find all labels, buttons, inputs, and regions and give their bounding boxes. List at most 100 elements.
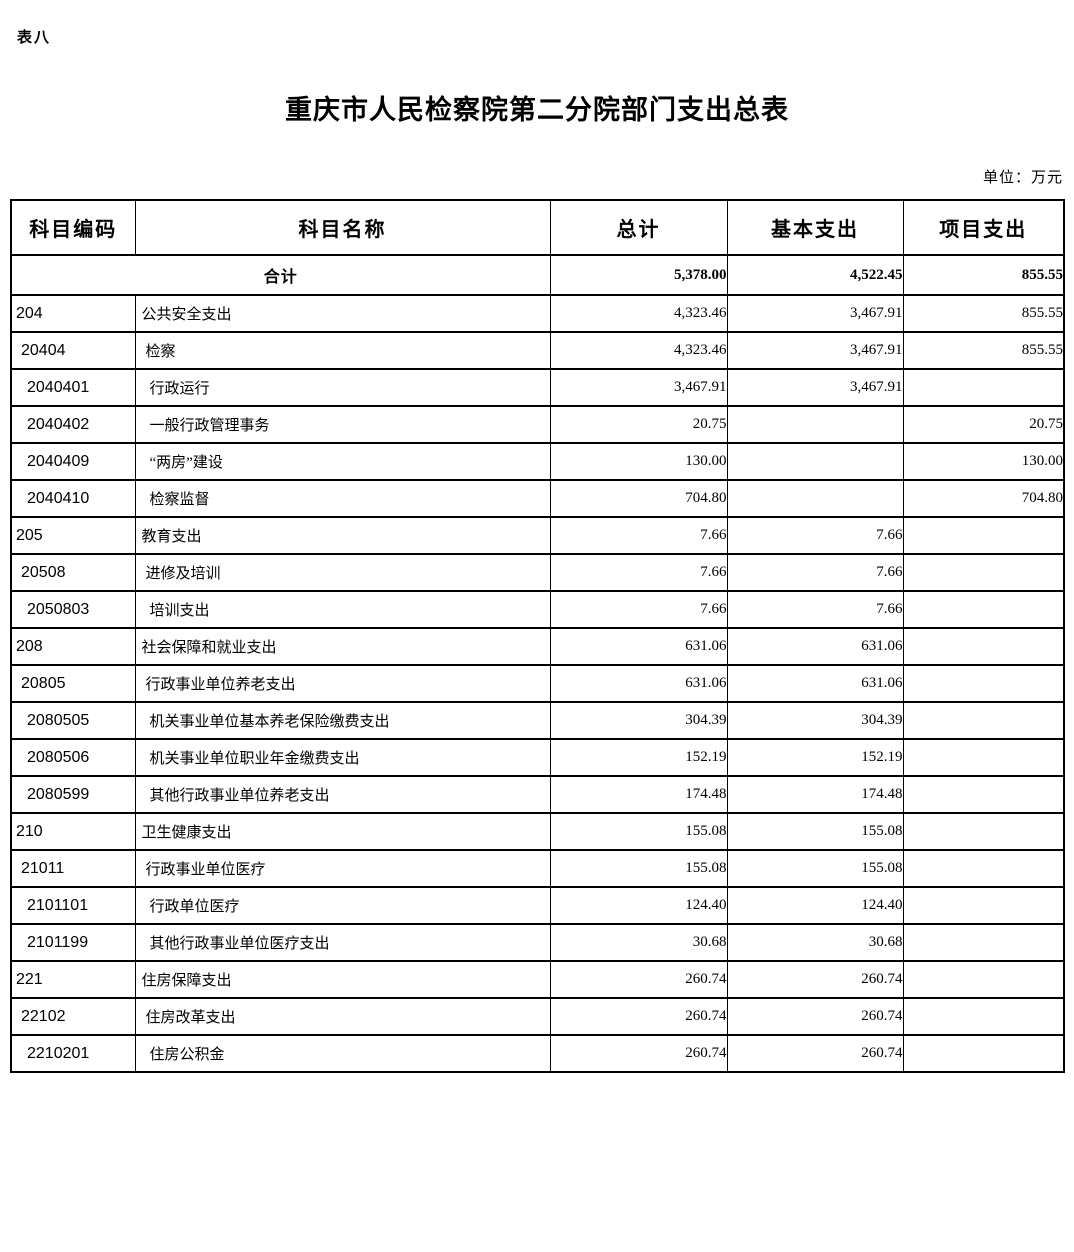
total-cell: 7.66 <box>549 590 728 629</box>
project-cell <box>902 849 1065 888</box>
basic-cell: 3,467.91 <box>726 331 904 370</box>
total-cell: 152.19 <box>549 738 728 777</box>
expenditure-table: 科目编码 科目名称 总计 基本支出 项目支出 合计 5,378.00 4,522… <box>10 199 1065 1073</box>
code-cell: 2080506 <box>10 738 136 777</box>
project-cell <box>902 1034 1065 1073</box>
project-cell: 704.80 <box>902 479 1065 518</box>
total-row-project: 855.55 <box>902 254 1065 296</box>
name-cell: 检察监督 <box>134 479 551 518</box>
basic-cell: 3,467.91 <box>726 294 904 333</box>
total-cell: 124.40 <box>549 886 728 925</box>
table-row: 210 卫生健康支出 155.08 155.08 <box>10 812 1065 851</box>
page-title: 重庆市人民检察院第二分院部门支出总表 <box>285 95 789 125</box>
basic-cell: 7.66 <box>726 590 904 629</box>
project-cell <box>902 775 1065 814</box>
total-row-total: 5,378.00 <box>549 254 728 296</box>
total-cell: 7.66 <box>549 516 728 555</box>
total-cell: 130.00 <box>549 442 728 481</box>
name-cell: 公共安全支出 <box>134 294 551 333</box>
name-cell: 教育支出 <box>134 516 551 555</box>
total-cell: 155.08 <box>549 812 728 851</box>
code-cell: 2080505 <box>10 701 136 740</box>
total-row: 合计 5,378.00 4,522.45 855.55 <box>10 254 1065 296</box>
total-cell: 7.66 <box>549 553 728 592</box>
name-cell: 其他行政事业单位医疗支出 <box>134 923 551 962</box>
name-cell: 其他行政事业单位养老支出 <box>134 775 551 814</box>
total-cell: 631.06 <box>549 664 728 703</box>
col-header-subject-code: 科目编码 <box>10 199 136 256</box>
table-row: 2101199 其他行政事业单位医疗支出 30.68 30.68 <box>10 923 1065 962</box>
code-cell: 20805 <box>10 664 136 703</box>
table-row: 20404 检察 4,323.46 3,467.91 855.55 <box>10 331 1065 370</box>
total-cell: 3,467.91 <box>549 368 728 407</box>
basic-cell: 124.40 <box>726 886 904 925</box>
table-row: 2210201 住房公积金 260.74 260.74 <box>10 1034 1065 1073</box>
basic-cell: 7.66 <box>726 553 904 592</box>
table-row: 2040401 行政运行 3,467.91 3,467.91 <box>10 368 1065 407</box>
project-cell <box>902 812 1065 851</box>
table-row: 2040409 “两房”建设 130.00 130.00 <box>10 442 1065 481</box>
total-cell: 4,323.46 <box>549 331 728 370</box>
project-cell <box>902 701 1065 740</box>
code-cell: 2040410 <box>10 479 136 518</box>
table-row: 21011 行政事业单位医疗 155.08 155.08 <box>10 849 1065 888</box>
code-cell: 2080599 <box>10 775 136 814</box>
name-cell: 住房公积金 <box>134 1034 551 1073</box>
table-row: 221 住房保障支出 260.74 260.74 <box>10 960 1065 999</box>
table-row: 20805 行政事业单位养老支出 631.06 631.06 <box>10 664 1065 703</box>
code-cell: 221 <box>10 960 136 999</box>
total-cell: 155.08 <box>549 849 728 888</box>
table-row: 2080505 机关事业单位基本养老保险缴费支出 304.39 304.39 <box>10 701 1065 740</box>
name-cell: 进修及培训 <box>134 553 551 592</box>
total-cell: 260.74 <box>549 960 728 999</box>
basic-cell: 631.06 <box>726 627 904 666</box>
basic-cell: 30.68 <box>726 923 904 962</box>
project-cell: 20.75 <box>902 405 1065 444</box>
name-cell: 检察 <box>134 331 551 370</box>
basic-cell <box>726 442 904 481</box>
table-row: 2050803 培训支出 7.66 7.66 <box>10 590 1065 629</box>
basic-cell: 3,467.91 <box>726 368 904 407</box>
basic-cell: 155.08 <box>726 849 904 888</box>
code-cell: 2050803 <box>10 590 136 629</box>
project-cell: 855.55 <box>902 294 1065 333</box>
project-cell <box>902 997 1065 1036</box>
col-header-subject-name: 科目名称 <box>134 199 551 256</box>
total-cell: 304.39 <box>549 701 728 740</box>
basic-cell: 174.48 <box>726 775 904 814</box>
name-cell: 卫生健康支出 <box>134 812 551 851</box>
name-cell: 一般行政管理事务 <box>134 405 551 444</box>
code-cell: 22102 <box>10 997 136 1036</box>
table-row: 20508 进修及培训 7.66 7.66 <box>10 553 1065 592</box>
basic-cell: 260.74 <box>726 960 904 999</box>
project-cell <box>902 664 1065 703</box>
table-row: 204 公共安全支出 4,323.46 3,467.91 855.55 <box>10 294 1065 333</box>
project-cell <box>902 368 1065 407</box>
basic-cell: 260.74 <box>726 997 904 1036</box>
name-cell: 社会保障和就业支出 <box>134 627 551 666</box>
basic-cell <box>726 405 904 444</box>
code-cell: 2040401 <box>10 368 136 407</box>
project-cell <box>902 923 1065 962</box>
total-row-label: 合计 <box>10 254 551 296</box>
total-row-basic: 4,522.45 <box>726 254 904 296</box>
table-row: 2101101 行政单位医疗 124.40 124.40 <box>10 886 1065 925</box>
code-cell: 20508 <box>10 553 136 592</box>
project-cell: 855.55 <box>902 331 1065 370</box>
total-cell: 30.68 <box>549 923 728 962</box>
table-row: 2040410 检察监督 704.80 704.80 <box>10 479 1065 518</box>
code-cell: 205 <box>10 516 136 555</box>
code-cell: 2210201 <box>10 1034 136 1073</box>
col-header-project-expenditure: 项目支出 <box>902 199 1065 256</box>
name-cell: 培训支出 <box>134 590 551 629</box>
code-cell: 2040409 <box>10 442 136 481</box>
total-cell: 20.75 <box>549 405 728 444</box>
basic-cell: 152.19 <box>726 738 904 777</box>
code-cell: 20404 <box>10 331 136 370</box>
project-cell <box>902 960 1065 999</box>
unit-label: 单位：万元 <box>982 170 1063 186</box>
basic-cell: 260.74 <box>726 1034 904 1073</box>
name-cell: 行政运行 <box>134 368 551 407</box>
table-row: 205 教育支出 7.66 7.66 <box>10 516 1065 555</box>
name-cell: 行政事业单位医疗 <box>134 849 551 888</box>
